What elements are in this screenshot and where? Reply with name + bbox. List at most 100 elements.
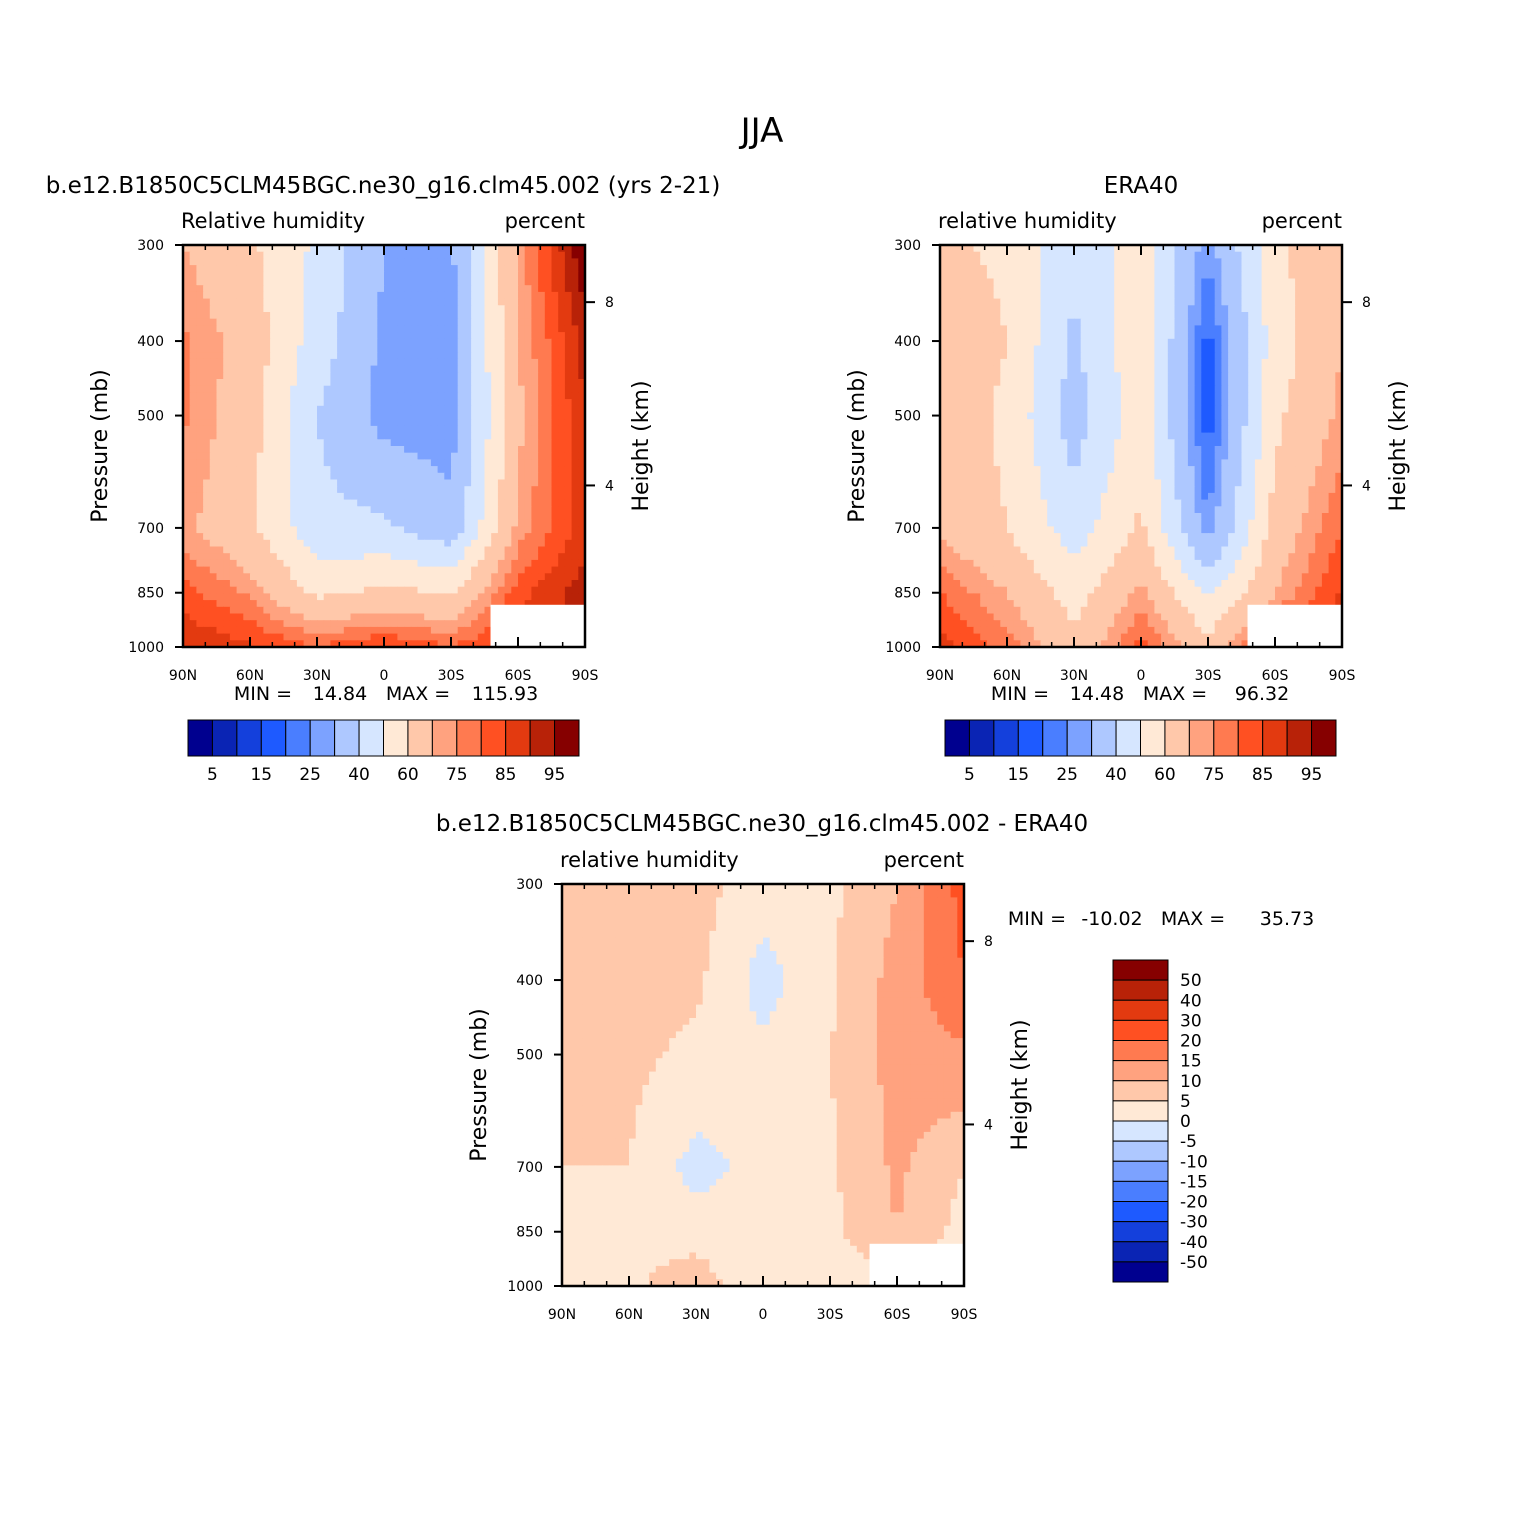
heatmap-cell	[263, 526, 271, 534]
heatmap-cell	[377, 559, 385, 568]
heatmap-cell	[343, 399, 352, 407]
heatmap-cell	[377, 466, 385, 474]
heatmap-cell	[377, 379, 385, 387]
heatmap-cell	[1100, 305, 1109, 313]
heatmap-cell	[203, 318, 211, 326]
heatmap-cell	[980, 278, 988, 286]
heatmap-cell	[384, 379, 392, 387]
heatmap-cell	[236, 332, 244, 340]
heatmap-cell	[1254, 291, 1263, 300]
heatmap-cell	[430, 613, 439, 621]
heatmap-cell	[471, 566, 479, 574]
heatmap-cell	[986, 298, 995, 306]
heatmap-cell	[343, 325, 352, 333]
heatmap-cell	[384, 600, 392, 608]
heatmap-cell	[357, 412, 365, 420]
heatmap-cell	[1234, 332, 1243, 340]
heatmap-cell	[1281, 251, 1289, 259]
heatmap-cell	[384, 566, 392, 574]
heatmap-cell	[1060, 251, 1068, 259]
heatmap-cell	[337, 600, 345, 608]
heatmap-cell	[1187, 291, 1196, 300]
heatmap-cell	[229, 539, 238, 548]
heatmap-cell	[236, 593, 244, 601]
heatmap-cell	[1161, 278, 1169, 286]
heatmap-cell	[1141, 325, 1149, 333]
heatmap-cell	[296, 486, 305, 494]
heatmap-cell	[1261, 365, 1269, 373]
heatmap-cell	[471, 379, 479, 387]
heatmap-cell	[424, 466, 432, 474]
heatmap-cell	[1328, 372, 1336, 380]
heatmap-cell	[283, 291, 291, 300]
heatmap-cell	[1147, 345, 1155, 353]
heatmap-cell	[511, 258, 519, 266]
heatmap-cell	[263, 446, 271, 454]
heatmap-cell	[1301, 365, 1310, 373]
heatmap-cell	[209, 325, 218, 333]
heatmap-cell	[437, 258, 445, 266]
heatmap-cell	[250, 305, 258, 313]
heatmap-cell	[1328, 332, 1336, 340]
heatmap-cell	[189, 626, 197, 635]
heatmap-cell	[1060, 372, 1068, 380]
heatmap-cell	[303, 580, 311, 588]
heatmap-cell	[1040, 265, 1048, 273]
heatmap-cell	[571, 372, 579, 380]
heatmap-cell	[491, 291, 499, 300]
heatmap-cell	[1074, 379, 1082, 387]
heatmap-cell	[404, 626, 412, 635]
heatmap-cell	[511, 425, 519, 434]
heatmap-cell	[330, 613, 338, 621]
heatmap-cell	[571, 459, 579, 467]
heatmap-cell	[1261, 271, 1269, 280]
heatmap-cell	[524, 318, 532, 326]
heatmap-cell	[196, 338, 204, 347]
heatmap-cell	[330, 600, 338, 608]
heatmap-cell	[1154, 332, 1162, 340]
heatmap-cell	[578, 251, 586, 259]
heatmap-cell	[377, 593, 385, 601]
heatmap-cell	[243, 298, 251, 306]
heatmap-cell	[404, 620, 412, 628]
colorbar-box	[505, 719, 531, 757]
heatmap-cell	[973, 271, 981, 280]
heatmap-cell	[390, 405, 398, 414]
heatmap-cell	[1214, 352, 1222, 360]
heatmap-cell	[1261, 312, 1269, 320]
heatmap-cell	[511, 318, 519, 326]
heatmap-cell	[531, 452, 539, 460]
heatmap-cell	[564, 265, 573, 273]
heatmap-cell	[350, 506, 358, 514]
heatmap-cell	[491, 539, 499, 548]
heatmap-cell	[1100, 251, 1109, 259]
heatmap-cell	[417, 573, 425, 581]
heatmap-cell	[337, 271, 345, 280]
heatmap-cell	[973, 365, 981, 373]
heatmap-cell	[283, 278, 291, 286]
heatmap-cell	[1147, 278, 1155, 286]
heatmap-cell	[183, 573, 191, 581]
heatmap-cell	[350, 245, 358, 253]
heatmap-cell	[1194, 325, 1202, 333]
heatmap-cell	[457, 405, 465, 414]
heatmap-cell	[236, 298, 244, 306]
heatmap-cell	[196, 546, 204, 554]
heatmap-cell	[196, 265, 204, 273]
heatmap-cell	[256, 405, 264, 414]
heatmap-cell	[290, 506, 298, 514]
heatmap-cell	[504, 298, 512, 306]
heatmap-cell	[283, 499, 291, 507]
heatmap-cell	[544, 251, 553, 259]
heatmap-cell	[216, 620, 224, 628]
heatmap-cell	[263, 285, 271, 293]
heatmap-cell	[531, 399, 539, 407]
heatmap-cell	[564, 600, 573, 608]
heatmap-cell	[276, 258, 285, 266]
heatmap-cell	[1141, 271, 1149, 280]
heatmap-cell	[1321, 285, 1330, 293]
heatmap-cell	[410, 372, 419, 380]
heatmap-cell	[1288, 285, 1296, 293]
heatmap-cell	[397, 325, 405, 333]
heatmap-cell	[1181, 332, 1189, 340]
